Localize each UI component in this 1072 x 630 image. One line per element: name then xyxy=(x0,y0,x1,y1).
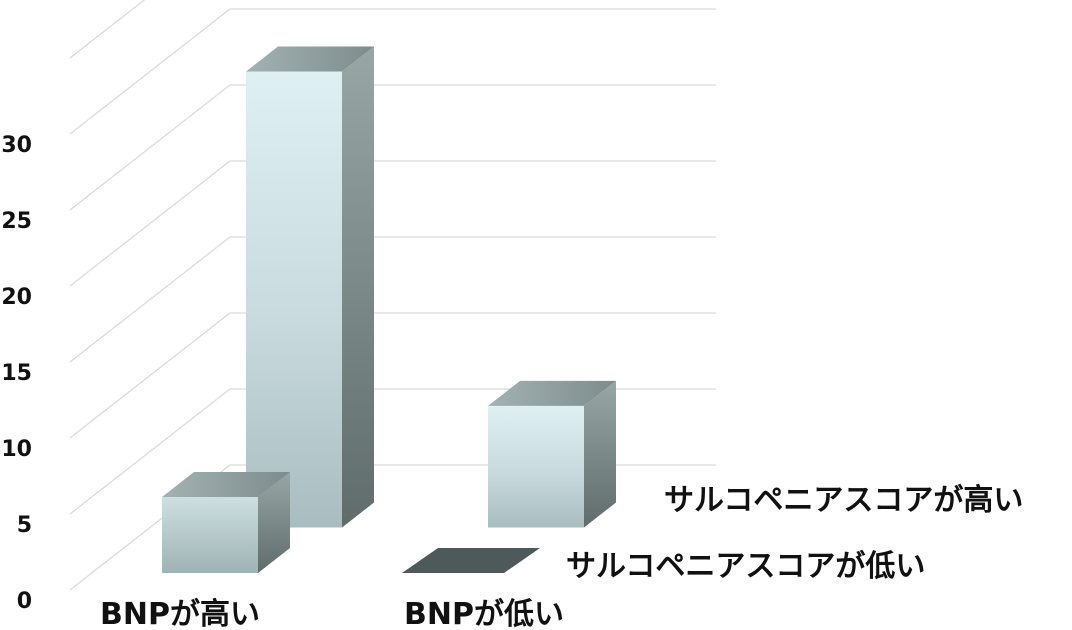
bar xyxy=(162,472,290,573)
bar-side xyxy=(342,46,374,528)
y-tick-label: 0 xyxy=(17,589,32,614)
bar-top xyxy=(162,472,290,497)
gridline xyxy=(69,312,716,439)
bar-side xyxy=(258,472,290,573)
gridlines xyxy=(69,0,716,591)
x-category-label: BNPが低い xyxy=(404,597,564,630)
gridline xyxy=(69,0,146,59)
gridline xyxy=(69,236,716,363)
bar xyxy=(402,548,540,573)
bar xyxy=(246,46,374,528)
series-label: サルコペニアスコアが高い xyxy=(664,483,1023,518)
gridline xyxy=(69,8,716,135)
series-label: サルコペニアスコアが低い xyxy=(566,549,925,584)
x-category-label: BNPが高い xyxy=(100,597,260,630)
y-tick-label: 10 xyxy=(1,437,32,462)
bar-top xyxy=(402,548,540,573)
y-tick-label: 25 xyxy=(1,209,32,234)
bar-front xyxy=(488,405,584,528)
y-axis: 0 5 10 15 20 25 30 xyxy=(1,133,32,614)
bar-front xyxy=(246,71,342,528)
y-tick-label: 20 xyxy=(1,285,32,310)
x-axis-categories: BNPが高い BNPが低い xyxy=(100,597,564,630)
bars xyxy=(162,46,616,573)
bar-side xyxy=(584,380,616,528)
bar-front xyxy=(162,497,258,573)
bar-top xyxy=(246,46,374,72)
bar-top xyxy=(488,380,616,406)
y-tick-label: 5 xyxy=(17,513,32,538)
gridline xyxy=(69,84,716,211)
y-tick-label: 15 xyxy=(1,361,32,386)
bar xyxy=(488,380,616,528)
y-tick-label: 30 xyxy=(1,133,32,158)
gridline xyxy=(69,160,716,287)
